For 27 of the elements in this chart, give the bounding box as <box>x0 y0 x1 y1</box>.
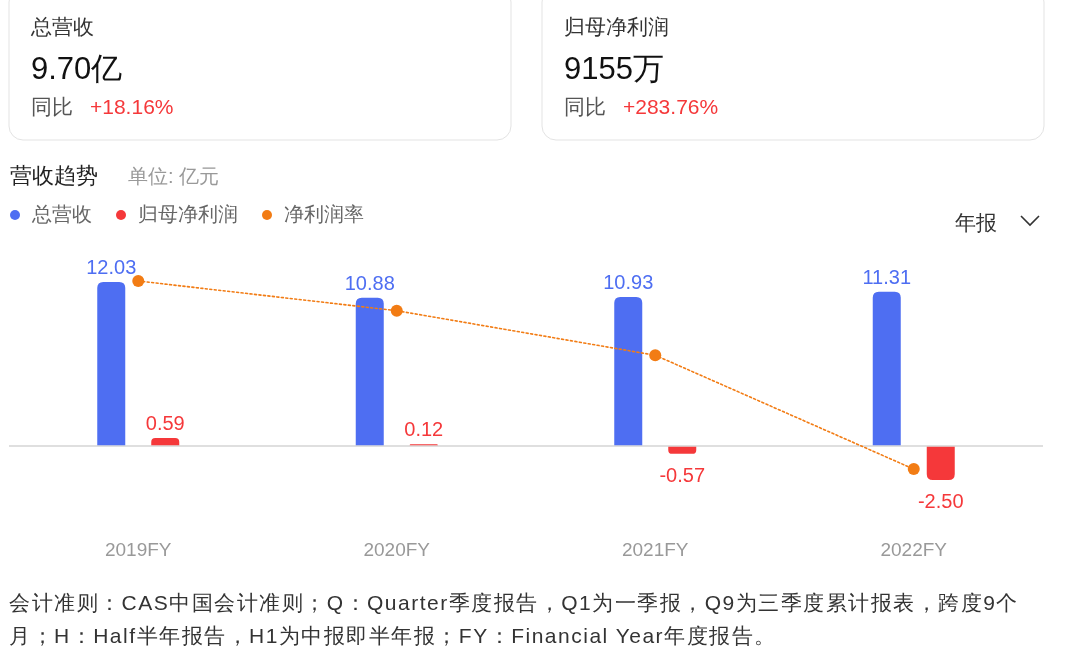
data-label: 10.93 <box>603 271 654 293</box>
data-label: 11.31 <box>862 265 912 288</box>
x-tick-label: 2022FY <box>880 539 948 560</box>
x-tick-label: 2021FY <box>621 539 689 560</box>
data-label: 0.12 <box>404 418 444 441</box>
data-label: -0.57 <box>659 463 706 486</box>
text: 总营收 <box>30 15 94 38</box>
text: 年报 <box>955 211 997 234</box>
data-label: -2.50 <box>917 490 964 513</box>
text: 9155万 <box>564 51 664 86</box>
data-label: 10.88 <box>344 271 395 294</box>
text: 归母净利润 <box>564 15 669 38</box>
text: +18.16% <box>90 95 174 118</box>
x-tick-label: 2019FY <box>104 539 172 560</box>
x-tick-label: 2020FY <box>363 539 431 560</box>
data-label: 0.59 <box>145 411 185 434</box>
text: +283.76% <box>623 95 719 118</box>
chart-subtitle: 单位: 亿元 <box>128 165 220 187</box>
text: 会计准则：CAS中国会计准则；Q：Quarter季度报告，Q1为一季报，Q9为三季度累计报表，跨度9个月；H：Half半年报告，H1为中报即半年报；FY：Financial Year年度报告。 <box>9 590 1020 649</box>
legend-label: 净利润率 <box>284 203 364 225</box>
data-label: 12.03 <box>86 256 137 278</box>
text: 同比 <box>564 95 606 118</box>
legend-label: 归母净利润 <box>138 203 238 225</box>
text: 同比 <box>31 95 73 118</box>
chart-title: 营收趋势 <box>10 163 98 188</box>
legend-label: 总营收 <box>31 203 92 225</box>
text: 9.70亿 <box>31 51 123 86</box>
